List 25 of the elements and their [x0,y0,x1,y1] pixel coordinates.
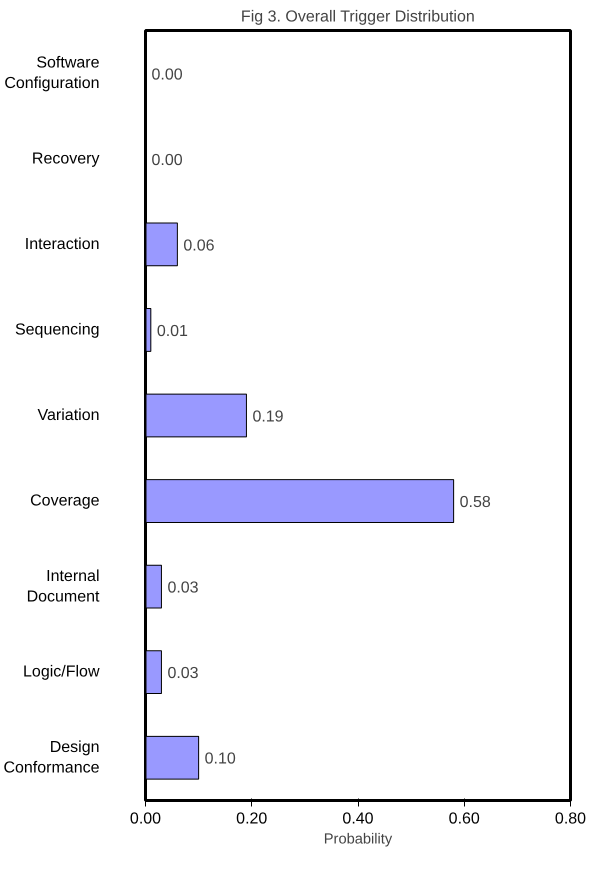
chart-title: Fig 3. Overall Trigger Distribution [240,8,475,26]
data-label: 0.00 [152,66,183,84]
data-label: 0.01 [156,322,188,340]
y-tick-label: Design Conformance [3,739,100,776]
x-tick-label: 0.60 [448,810,480,828]
y-tick-label: Recovery [32,150,100,168]
data-label: 0.10 [204,750,236,768]
y-tick-label: Variation [38,407,100,424]
y-tick-label: Software Configuration [4,54,100,92]
x-tick-label: 0.00 [130,810,162,828]
y-tick-label: Internal Document [26,568,100,606]
x-tick-label: 0.40 [342,810,374,828]
y-tick-label: Coverage [30,492,100,510]
data-label: 0.03 [167,665,199,682]
y-tick-label: Interaction [24,236,100,253]
data-label: 0.03 [167,580,199,597]
y-tick-label: Sequencing [14,321,100,338]
data-label: 0.19 [252,408,284,426]
y-tick-label: Logic/Flow [23,664,100,681]
x-axis-title: Probability [324,832,393,848]
data-label: 0.06 [183,237,215,254]
x-tick-label: 0.80 [554,810,586,828]
data-label: 0.00 [152,152,183,169]
x-tick-label: 0.20 [236,810,268,828]
data-label: 0.58 [460,494,491,512]
